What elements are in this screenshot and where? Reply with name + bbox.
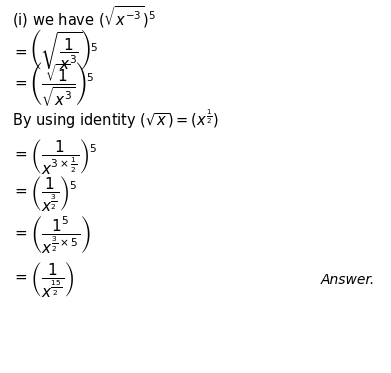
Text: $= \left(\sqrt{\dfrac{1}{x^{3}}}\right)^{5}$: $= \left(\sqrt{\dfrac{1}{x^{3}}}\right)^…: [12, 28, 98, 72]
Text: $= \left(\dfrac{\sqrt{1}}{\sqrt{x^{3}}}\right)^{5}$: $= \left(\dfrac{\sqrt{1}}{\sqrt{x^{3}}}\…: [12, 60, 94, 108]
Text: Answer.: Answer.: [321, 273, 375, 287]
Text: $= \left(\dfrac{1^{5}}{x^{\frac{3}{2} \times 5}}\right)$: $= \left(\dfrac{1^{5}}{x^{\frac{3}{2} \t…: [12, 214, 90, 256]
Text: By using identity $(\sqrt{x}) = (x^{\frac{1}{2}})$: By using identity $(\sqrt{x}) = (x^{\fra…: [12, 107, 219, 131]
Text: $= \left(\dfrac{1}{x^{\frac{15}{2}}}\right)$: $= \left(\dfrac{1}{x^{\frac{15}{2}}}\rig…: [12, 260, 74, 299]
Text: $= \left(\dfrac{1}{x^{3 \times \frac{1}{2}}}\right)^{5}$: $= \left(\dfrac{1}{x^{3 \times \frac{1}{…: [12, 137, 97, 176]
Text: $= \left(\dfrac{1}{x^{\frac{3}{2}}}\right)^{5}$: $= \left(\dfrac{1}{x^{\frac{3}{2}}}\righ…: [12, 175, 77, 213]
Text: (i) we have $(\sqrt{x^{-3}})^5$: (i) we have $(\sqrt{x^{-3}})^5$: [12, 4, 156, 30]
